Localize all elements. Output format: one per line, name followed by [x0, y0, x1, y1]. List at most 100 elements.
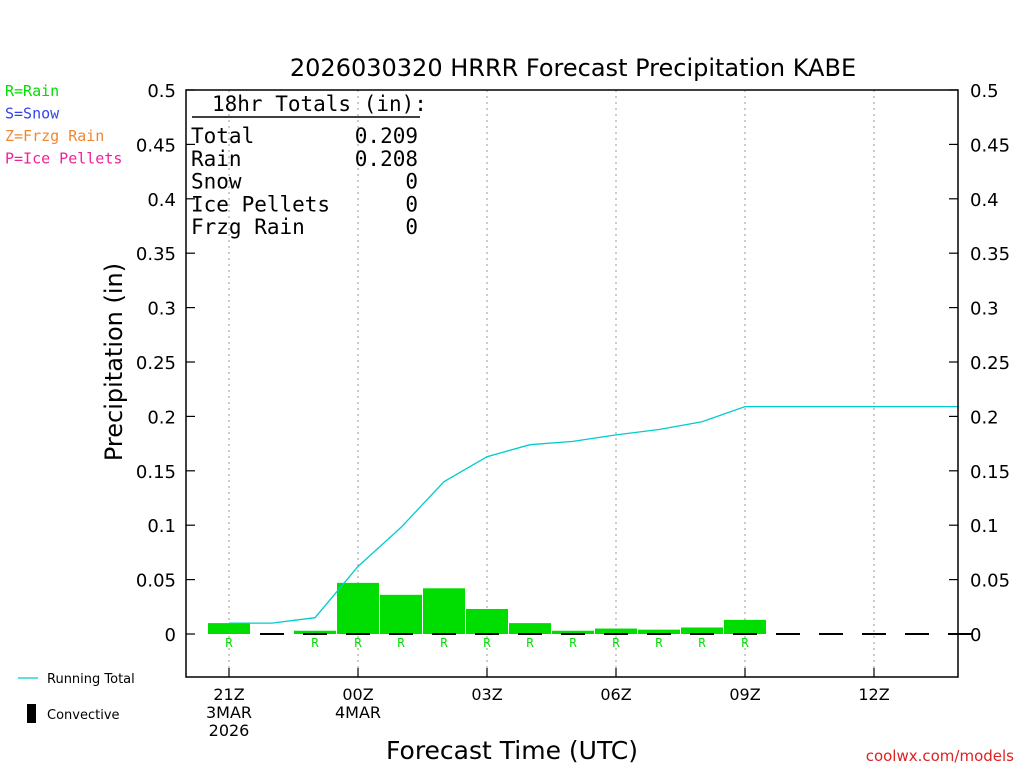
convective-bars — [260, 633, 972, 635]
y-tick-label-right-8: 0.4 — [970, 190, 999, 211]
ptype-legend: R=Rain S=Snow Z=Frzg Rain P=Ice Pellets — [5, 82, 122, 168]
precip-bar-2 — [294, 630, 336, 634]
y-tick-label-left-1: 0.05 — [136, 571, 176, 592]
convective-bar-7 — [518, 633, 542, 635]
totals-label-3: Ice Pellets — [191, 192, 330, 216]
convective-bar-15 — [862, 633, 886, 635]
convective-bar-4 — [389, 633, 413, 635]
totals-value-4: 0 — [405, 215, 418, 239]
y-tick-label-left-2: 0.1 — [147, 516, 176, 537]
series-legend: Running Total Convective — [18, 672, 135, 723]
y-tick-label-left-8: 0.4 — [147, 190, 176, 211]
convective-bar-9 — [604, 633, 628, 635]
totals-value-1: 0.208 — [355, 147, 418, 171]
convective-legend-label: Convective — [47, 708, 120, 723]
y-tick-label-right-7: 0.35 — [970, 244, 1010, 265]
y-tick-label-left-3: 0.15 — [136, 462, 176, 483]
ptype-marker-9: R — [655, 636, 663, 650]
ptype-marker-1: R — [311, 636, 319, 650]
convective-bar-17 — [948, 633, 972, 635]
totals-box: 18hr Totals (in): Total 0.209 Rain 0.208 Sno… — [191, 92, 427, 239]
ptype-marker-6: R — [526, 636, 534, 650]
x-tick-label-3-0: 06Z — [600, 685, 631, 704]
grid — [228, 90, 875, 677]
y-axis-right: 0 0.05 0.1 0.15 0.2 0.25 0.3 0.35 0.4 0.45 0.5 — [949, 81, 1010, 646]
y-tick-label-left-7: 0.35 — [136, 244, 176, 265]
x-axis-label: Forecast Time (UTC) — [386, 736, 638, 765]
x-tick-label-0-2: 2026 — [209, 721, 250, 740]
y-tick-label-left-5: 0.25 — [136, 353, 176, 374]
y-tick-label-right-6: 0.3 — [970, 299, 999, 320]
ptype-marker-3: R — [397, 636, 405, 650]
credit-text: coolwx.com/models — [866, 747, 1014, 765]
y-tick-label-left-9: 0.45 — [136, 135, 176, 156]
precip-bar-11 — [681, 627, 723, 634]
convective-bar-13 — [776, 633, 800, 635]
ptype-legend-item-2: Z=Frzg Rain — [5, 127, 104, 145]
ptype-marker-7: R — [569, 636, 577, 650]
y-tick-label-right-10: 0.5 — [970, 81, 999, 102]
ptype-marker-2: R — [354, 636, 362, 650]
totals-label-1: Rain — [191, 147, 242, 171]
y-tick-label-right-1: 0.05 — [970, 571, 1010, 592]
convective-bar-14 — [819, 633, 843, 635]
x-tick-label-1-0: 00Z — [342, 685, 373, 704]
ptype-marker-10: R — [698, 636, 706, 650]
plot-frame — [185, 89, 959, 678]
bars — [208, 582, 766, 634]
convective-bar-8 — [561, 633, 585, 635]
x-tick-label-5-0: 12Z — [858, 685, 889, 704]
precip-bar-8 — [552, 630, 594, 634]
y-tick-label-right-2: 0.1 — [970, 516, 999, 537]
totals-value-3: 0 — [405, 192, 418, 216]
ptype-legend-item-1: S=Snow — [5, 105, 60, 123]
y-axis-left: 0 0.05 0.1 0.15 0.2 0.25 0.3 0.35 0.4 0.45 0.5 — [136, 81, 195, 646]
ptype-legend-item-3: P=Ice Pellets — [5, 150, 122, 168]
convective-bar-5 — [432, 633, 456, 635]
precip-bar-3 — [337, 582, 379, 634]
convective-bar-2 — [303, 633, 327, 635]
convective-bar-3 — [346, 633, 370, 635]
x-tick-label-0-0: 21Z — [213, 685, 244, 704]
precip-bar-9 — [595, 628, 637, 634]
x-tick-label-2-0: 03Z — [471, 685, 502, 704]
y-tick-label-left-4: 0.2 — [147, 407, 176, 428]
y-tick-label-right-4: 0.2 — [970, 407, 999, 428]
x-tick-label-1-1: 4MAR — [335, 703, 381, 722]
x-tick-label-4-0: 09Z — [729, 685, 760, 704]
precip-bar-5 — [423, 588, 465, 634]
running-total-legend-label: Running Total — [47, 672, 135, 687]
totals-heading: 18hr Totals (in): — [212, 92, 427, 116]
ptype-marker-5: R — [483, 636, 491, 650]
totals-label-2: Snow — [191, 170, 242, 194]
convective-bar-12 — [733, 633, 757, 635]
y-axis-label: Precipitation (in) — [100, 263, 128, 461]
ptype-marker-0: R — [225, 636, 233, 650]
convective-bar-10 — [647, 633, 671, 635]
running-total-line — [229, 405, 958, 624]
x-tick-label-0-1: 3MAR — [206, 703, 252, 722]
ptype-marker-11: R — [741, 636, 749, 650]
y-tick-label-right-0: 0 — [970, 625, 981, 646]
totals-label-0: Total — [191, 124, 254, 148]
y-tick-label-right-3: 0.15 — [970, 462, 1010, 483]
convective-bar-16 — [905, 633, 929, 635]
convective-bar-6 — [475, 633, 499, 635]
totals-value-0: 0.209 — [355, 124, 418, 148]
ptype-marker-4: R — [440, 636, 448, 650]
y-tick-label-left-6: 0.3 — [147, 299, 176, 320]
y-tick-label-right-5: 0.25 — [970, 353, 1010, 374]
precip-bar-7 — [509, 623, 551, 634]
convective-swatch — [27, 704, 36, 723]
ptype-legend-item-0: R=Rain — [5, 82, 59, 100]
convective-bar-11 — [690, 633, 714, 635]
ptype-marker-8: R — [612, 636, 620, 650]
y-tick-label-right-9: 0.45 — [970, 135, 1010, 156]
totals-value-2: 0 — [405, 170, 418, 194]
totals-label-4: Frzg Rain — [191, 215, 305, 239]
convective-bar-1 — [260, 633, 284, 635]
precip-bar-0 — [208, 623, 250, 634]
precip-bar-12 — [724, 619, 766, 634]
